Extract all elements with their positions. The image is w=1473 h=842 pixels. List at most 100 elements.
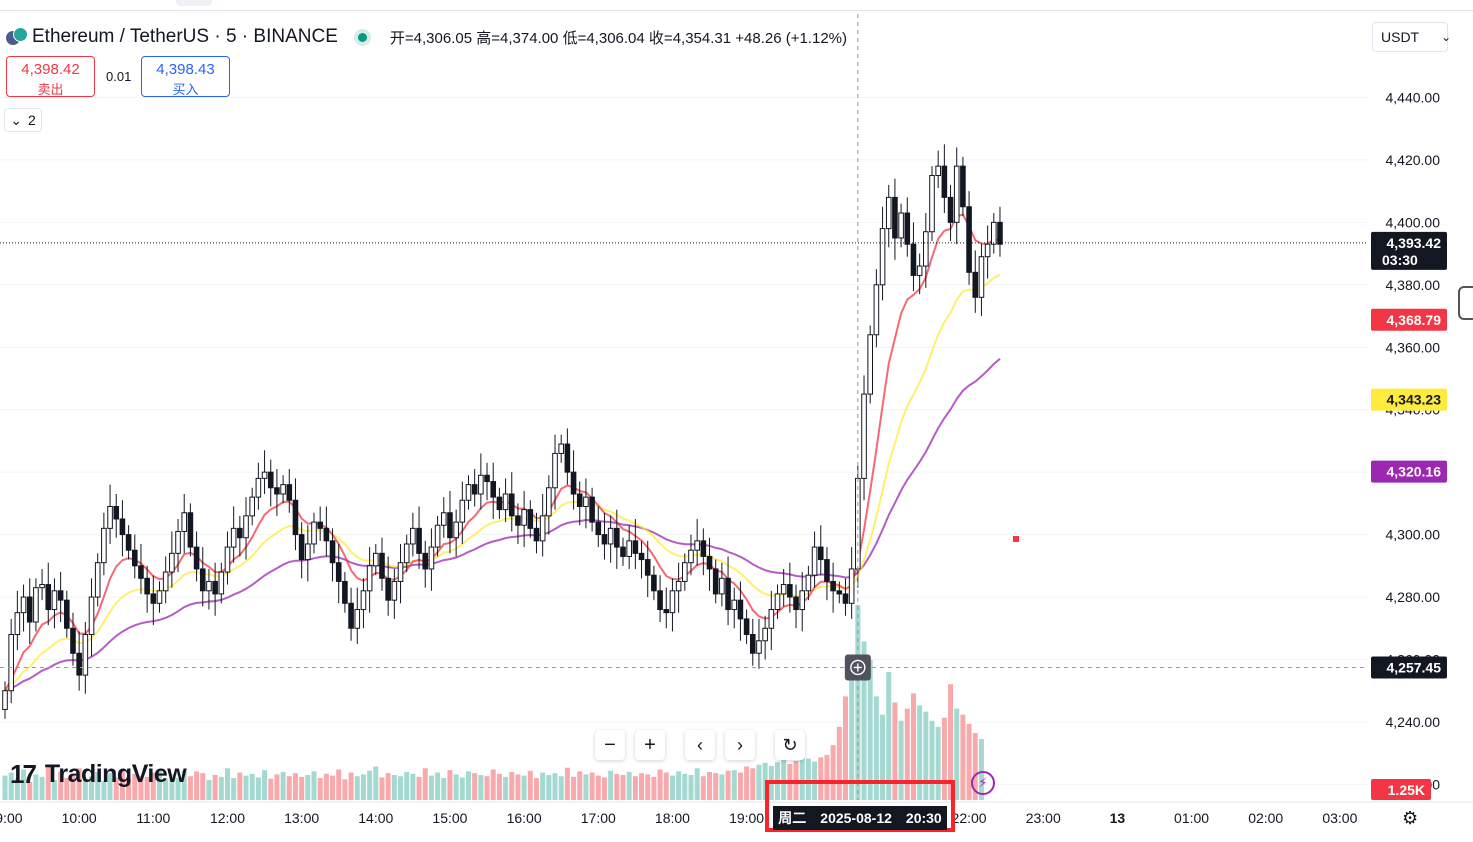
- candle: [373, 543, 379, 576]
- candle-body-up: [175, 530, 181, 554]
- time-tick-label: 03:00: [1322, 810, 1357, 826]
- crosshair-price-label: 4,257.45: [1371, 656, 1447, 679]
- candle: [317, 506, 323, 541]
- volume-bar: [533, 778, 539, 800]
- candle-body-down: [150, 593, 157, 604]
- candle: [657, 575, 663, 623]
- volume-bar: [632, 776, 638, 800]
- candle: [620, 537, 626, 566]
- candle: [749, 618, 756, 666]
- time-tick-label: 17:00: [581, 810, 616, 826]
- candle-body-up: [373, 552, 379, 567]
- lightning-icon[interactable]: ⚡: [971, 771, 995, 795]
- sell-button[interactable]: 4,398.42 卖出: [6, 56, 95, 97]
- candle: [280, 475, 286, 504]
- candle-body-up: [39, 584, 45, 589]
- candles: [2, 144, 1003, 719]
- tab-handle[interactable]: [176, 0, 212, 6]
- volume-bar: [824, 754, 830, 800]
- candle-body-down: [113, 505, 120, 520]
- volume-bar: [299, 776, 305, 800]
- volume-bar: [490, 769, 496, 800]
- candle: [20, 584, 27, 632]
- candle-body-down: [187, 512, 194, 548]
- candle-body-up: [101, 527, 107, 564]
- time-tick-label: 16:00: [507, 810, 542, 826]
- candle-body-up: [249, 496, 255, 517]
- candle-body-down: [910, 243, 917, 276]
- candle: [675, 562, 682, 613]
- candle: [125, 525, 132, 560]
- volume-bar: [910, 693, 916, 800]
- candle-body-up: [558, 443, 565, 454]
- symbol-title[interactable]: Ethereum / TetherUS · 5 · BINANCE: [32, 26, 338, 47]
- tradingview-logo[interactable]: 17 TradingView: [10, 759, 187, 790]
- candle: [206, 568, 212, 610]
- candle-body-up: [885, 196, 892, 230]
- candle-body-up: [366, 565, 373, 592]
- chart-overlay: [0, 14, 1368, 800]
- candle-body-up: [8, 634, 14, 692]
- candle: [26, 578, 33, 644]
- candle-body-down: [842, 593, 849, 604]
- candle-body-down: [317, 521, 323, 529]
- volume-bar: [305, 775, 311, 800]
- candle-body-down: [576, 493, 583, 507]
- candle: [57, 572, 64, 623]
- volume-bar: [657, 769, 663, 800]
- candle-body-down: [342, 580, 348, 604]
- candle-body-down: [335, 562, 342, 582]
- volume-bar: [292, 773, 298, 800]
- crosshair-plus-ring: [850, 659, 866, 676]
- currency-select[interactable]: USDT ⌄: [1372, 22, 1451, 52]
- candle: [848, 547, 855, 619]
- candle-body-up: [873, 284, 880, 336]
- candle: [447, 490, 453, 554]
- candle: [366, 547, 373, 613]
- candle: [292, 478, 299, 551]
- candle-body-up: [354, 609, 361, 629]
- volume-bar: [268, 778, 274, 800]
- candle: [2, 681, 8, 719]
- candle: [33, 578, 39, 632]
- candle: [286, 469, 293, 513]
- candle: [45, 562, 52, 626]
- ma-yellow-price-label-bg: [1371, 388, 1447, 411]
- candle-body-up: [583, 496, 589, 507]
- volume-bar: [898, 720, 904, 800]
- candle-body-down: [199, 568, 206, 592]
- candle: [218, 562, 225, 604]
- candle-body-down: [947, 196, 954, 223]
- candle-body-down: [700, 540, 707, 557]
- candle-body-down: [76, 652, 82, 676]
- buy-button[interactable]: 4,398.43 买入: [141, 56, 230, 97]
- scroll-left-button[interactable]: ‹: [685, 730, 715, 760]
- time-tick-label: 02:00: [1248, 810, 1283, 826]
- volume-bar: [144, 776, 150, 800]
- candle-body-up: [898, 212, 904, 239]
- candle-body-down: [787, 584, 793, 598]
- candle-body-up: [453, 521, 459, 539]
- candle-body-down: [471, 484, 478, 495]
- zoom-in-button[interactable]: +: [635, 730, 665, 760]
- side-panel-handle[interactable]: [1458, 286, 1473, 320]
- candle-body-up: [428, 546, 435, 570]
- volume-bar: [626, 771, 632, 800]
- reset-chart-button[interactable]: ↻: [775, 730, 805, 760]
- candle-body-up: [230, 527, 237, 548]
- volume-bar: [564, 767, 570, 800]
- chart-settings-gear-icon[interactable]: ⚙: [1402, 808, 1419, 828]
- volume-bar: [707, 771, 713, 800]
- open-value: 4,306.05: [413, 29, 473, 47]
- candle: [539, 494, 546, 557]
- indicators-toggle-button[interactable]: ⌄ 2: [4, 108, 42, 132]
- volume-bar: [367, 770, 373, 800]
- volume-bar: [750, 768, 756, 800]
- candle: [972, 250, 979, 313]
- candle-body-down: [904, 212, 911, 245]
- zoom-out-button[interactable]: −: [595, 730, 625, 760]
- scroll-right-button[interactable]: ›: [725, 730, 755, 760]
- candle-body-down: [824, 559, 830, 582]
- candle-body-down: [892, 196, 898, 239]
